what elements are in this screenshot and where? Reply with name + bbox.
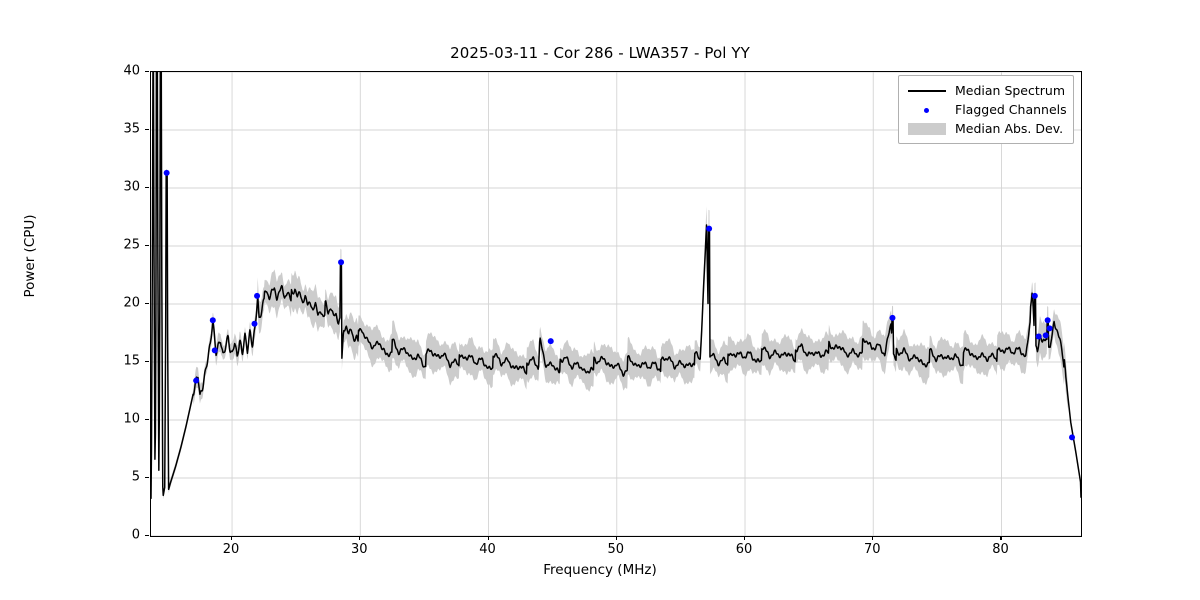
x-tick-label: 70 xyxy=(863,542,881,557)
legend-label: Median Spectrum xyxy=(955,83,1066,98)
x-tickmark xyxy=(231,536,233,540)
x-tickmark xyxy=(744,536,746,540)
y-tick-label: 35 xyxy=(123,121,140,137)
dot-swatch-icon xyxy=(905,102,949,118)
legend-label: Flagged Channels xyxy=(955,102,1067,117)
y-tick-label: 10 xyxy=(123,411,140,427)
chart-title: 2025-03-11 - Cor 286 - LWA357 - Pol YY xyxy=(450,44,750,62)
x-tick-label: 60 xyxy=(735,542,753,557)
plot-svg xyxy=(151,72,1081,536)
y-tick-label: 40 xyxy=(123,63,140,79)
y-tickmark xyxy=(145,245,149,247)
legend-item-flagged-channels: Flagged Channels xyxy=(905,100,1067,119)
x-tick-label: 30 xyxy=(351,542,368,557)
y-tickmark xyxy=(145,535,149,537)
y-tick-label: 30 xyxy=(123,179,140,195)
y-axis-label: Power (CPU) xyxy=(22,214,38,298)
x-tick-label: 50 xyxy=(607,542,625,557)
y-tickmark xyxy=(145,303,149,305)
y-tickmark xyxy=(145,129,149,131)
y-tickmark xyxy=(145,477,149,479)
band-swatch-icon xyxy=(905,121,949,137)
flagged-channel-markers xyxy=(163,169,1076,441)
x-tickmark xyxy=(872,536,874,540)
line-swatch-icon xyxy=(905,83,949,99)
y-tick-label: 20 xyxy=(123,295,140,311)
y-tick-label: 0 xyxy=(131,527,140,543)
x-tickmark xyxy=(1000,536,1002,540)
y-tick-label: 5 xyxy=(131,469,140,485)
x-tickmark xyxy=(615,536,617,540)
chart-legend: Median Spectrum Flagged Channels Median … xyxy=(898,75,1074,144)
x-tick-label: 20 xyxy=(222,542,240,557)
y-tickmark xyxy=(145,187,149,189)
x-tickmark xyxy=(359,536,361,540)
y-tickmark xyxy=(145,419,149,421)
legend-item-median-abs-dev: Median Abs. Dev. xyxy=(905,119,1067,138)
y-tick-label: 15 xyxy=(123,353,140,369)
x-tickmark xyxy=(487,536,489,540)
legend-item-median-spectrum: Median Spectrum xyxy=(905,81,1067,100)
y-tickmark xyxy=(145,71,149,73)
x-tick-label: 80 xyxy=(992,542,1009,557)
legend-label: Median Abs. Dev. xyxy=(955,121,1064,136)
x-tick-label: 40 xyxy=(479,542,496,557)
y-tick-label: 25 xyxy=(123,237,140,253)
median-spectrum-line xyxy=(151,72,1081,499)
x-axis-label: Frequency (MHz) xyxy=(543,562,657,578)
plot-area xyxy=(150,71,1082,537)
y-tickmark xyxy=(145,361,149,363)
